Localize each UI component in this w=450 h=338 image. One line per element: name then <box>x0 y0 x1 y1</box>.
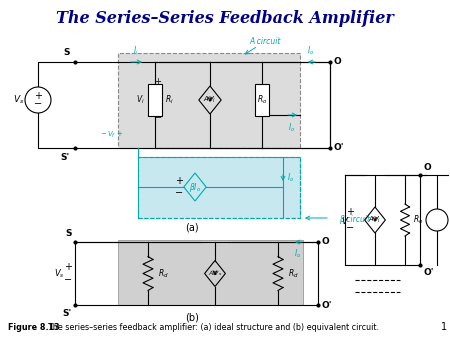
Text: O: O <box>423 163 431 172</box>
Text: O: O <box>321 238 329 246</box>
Text: −: − <box>154 114 162 122</box>
Text: $R_i$: $R_i$ <box>165 94 174 106</box>
Text: $V_i$: $V_i$ <box>136 94 145 106</box>
Text: β circuit: β circuit <box>339 216 370 224</box>
Text: A circuit: A circuit <box>249 38 281 47</box>
Text: S: S <box>66 229 72 238</box>
Text: $I_i$: $I_i$ <box>133 45 139 57</box>
Bar <box>138 157 300 218</box>
Text: +: + <box>175 176 183 186</box>
Text: The Series–Series Feedback Amplifier: The Series–Series Feedback Amplifier <box>56 10 394 27</box>
Text: $V$: $V$ <box>341 215 349 225</box>
Text: +: + <box>64 263 72 272</box>
Text: $A_i V_s$: $A_i V_s$ <box>208 269 222 278</box>
Text: $V_s$: $V_s$ <box>13 94 24 106</box>
Text: $V_s$: $V_s$ <box>54 267 65 280</box>
Text: −: − <box>64 274 72 285</box>
Text: $I_o$: $I_o$ <box>294 248 302 261</box>
Bar <box>118 240 303 305</box>
Text: −: − <box>346 223 354 233</box>
Text: S: S <box>63 48 70 57</box>
Text: O: O <box>334 57 342 67</box>
Text: −: − <box>34 99 42 109</box>
Text: $R_d$: $R_d$ <box>288 267 299 280</box>
Circle shape <box>25 87 51 113</box>
Text: $R_d$: $R_d$ <box>158 267 169 280</box>
Text: O': O' <box>334 144 345 152</box>
Text: $\beta I_o$: $\beta I_o$ <box>189 180 201 193</box>
Text: $R_o$: $R_o$ <box>257 94 267 106</box>
Text: −: − <box>175 188 183 198</box>
Text: (a): (a) <box>185 223 199 233</box>
Text: O': O' <box>423 268 433 277</box>
Text: O': O' <box>321 300 332 310</box>
Text: $AV_i$: $AV_i$ <box>369 215 382 225</box>
Text: S': S' <box>61 153 70 162</box>
Text: +: + <box>34 91 42 101</box>
Text: Figure 8.13: Figure 8.13 <box>8 322 59 332</box>
Text: $-\,V_f\,+$: $-\,V_f\,+$ <box>100 130 123 140</box>
Text: $I_o$: $I_o$ <box>307 45 315 57</box>
Text: +: + <box>346 207 354 217</box>
Text: S': S' <box>63 309 72 318</box>
Text: (b): (b) <box>185 313 199 323</box>
Bar <box>118 53 300 148</box>
Bar <box>255 84 269 116</box>
Text: +: + <box>154 77 162 87</box>
Text: 1: 1 <box>441 322 447 332</box>
Text: $I_o$: $I_o$ <box>287 172 294 184</box>
Circle shape <box>426 209 448 231</box>
Text: $I_o$: $I_o$ <box>288 121 296 134</box>
Text: $AV_i$: $AV_i$ <box>203 95 216 105</box>
Bar <box>148 84 162 116</box>
Text: The series–series feedback amplifier: (a) ideal structure and (b) equivalent cir: The series–series feedback amplifier: (a… <box>43 322 379 332</box>
Text: $R_o$: $R_o$ <box>413 214 423 226</box>
